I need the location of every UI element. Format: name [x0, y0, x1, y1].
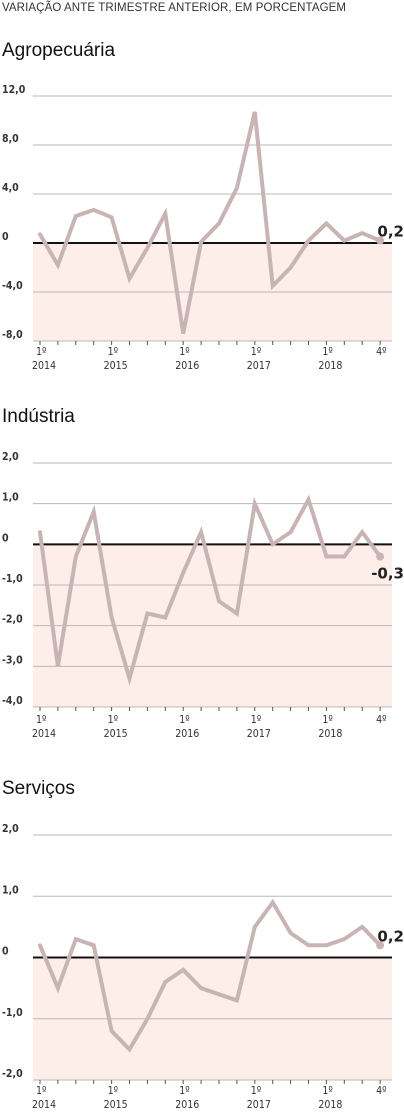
x-tick-year: 2016: [175, 1099, 199, 1111]
x-tick-year: 2014: [32, 728, 56, 740]
y-tick-label: -4,0: [2, 695, 23, 707]
x-tick-quarter: 1º: [36, 346, 46, 358]
x-tick-year: 2015: [104, 360, 128, 372]
series-line: [38, 111, 383, 334]
y-tick-label: -1,0: [2, 1007, 23, 1019]
x-tick-year: 2016: [175, 728, 199, 740]
y-tick-label: -2,0: [2, 614, 23, 626]
chart-agropecuaria: Agropecuária 12,0 8,0 4,0 0 -4,0 -8,0 1º 2014 1º 2…: [2, 40, 404, 372]
x-tick-quarter: 1º: [322, 346, 332, 358]
x-tick-quarter: 1º: [108, 346, 118, 358]
chart-industria: Indústria 2,0 1,0 0 -1,0 -2,0 -3,0 -4,0 1º 2014 1º…: [2, 406, 404, 740]
x-tick-year: 2018: [318, 360, 342, 372]
x-tick-year: 2017: [247, 1099, 271, 1111]
end-value-label: 0,2: [377, 223, 404, 241]
y-tick-label: -2,0: [2, 1068, 23, 1080]
x-tick-quarter: 1º: [251, 1085, 261, 1097]
y-tick-label: -1,0: [2, 573, 23, 585]
x-tick-quarter: 1º: [251, 714, 261, 726]
x-tick-quarter: 1º: [179, 1085, 189, 1097]
end-value-label: 0,2: [377, 927, 404, 945]
y-tick-label: 12,0: [2, 84, 26, 96]
chart-title: Indústria: [2, 406, 75, 427]
x-tick-quarter: 4º: [376, 346, 386, 358]
y-tick-label: 0: [2, 231, 9, 243]
x-tick-quarter: 1º: [108, 714, 118, 726]
x-tick-quarter: 1º: [251, 346, 261, 358]
y-tick-label: 1,0: [2, 492, 19, 504]
chart-subtitle: VARIAÇÃO ANTE TRIMESTRE ANTERIOR, EM POR…: [2, 2, 347, 14]
x-tick-year: 2014: [32, 360, 56, 372]
x-tick-quarter: 1º: [36, 714, 46, 726]
x-tick-year: 2014: [32, 1099, 56, 1111]
x-tick-year: 2017: [247, 728, 271, 740]
y-tick-label: 4,0: [2, 182, 19, 194]
y-tick-label: 1,0: [2, 884, 19, 896]
last-point: [376, 552, 385, 561]
x-tick-quarter: 1º: [322, 1085, 332, 1097]
x-tick-year: 2015: [104, 1099, 128, 1111]
x-tick-quarter: 1º: [108, 1085, 118, 1097]
y-tick-label: 0: [2, 532, 9, 544]
x-tick-quarter: 1º: [322, 714, 332, 726]
chart-servicos: Serviços 2,0 1,0 0 -1,0 -2,0 1º 2014 1º 2015 1º 201…: [2, 778, 404, 1111]
last-point: [376, 236, 385, 245]
y-tick-label: -4,0: [2, 280, 23, 292]
y-tick-label: 8,0: [2, 133, 19, 145]
x-tick-year: 2018: [318, 1099, 342, 1111]
x-tick-quarter: 1º: [36, 1085, 46, 1097]
chart-title: Agropecuária: [2, 40, 115, 61]
last-point: [376, 941, 385, 950]
x-tick-quarter: 1º: [179, 346, 189, 358]
series-line: [38, 494, 383, 686]
x-tick-year: 2018: [318, 728, 342, 740]
x-tick-year: 2017: [247, 360, 271, 372]
x-tick-quarter: 4º: [376, 714, 386, 726]
x-tick-quarter: 4º: [376, 1085, 386, 1097]
y-tick-label: -3,0: [2, 654, 23, 666]
y-tick-label: 2,0: [2, 823, 19, 835]
y-tick-label: 2,0: [2, 451, 19, 463]
end-value-label: -0,3: [371, 565, 404, 583]
x-tick-quarter: 1º: [179, 714, 189, 726]
x-tick-year: 2016: [175, 360, 199, 372]
x-tick-year: 2015: [104, 728, 128, 740]
y-tick-label: 0: [2, 946, 9, 958]
chart-title: Serviços: [2, 778, 75, 799]
series-line: [38, 898, 383, 1053]
y-tick-label: -8,0: [2, 329, 23, 341]
